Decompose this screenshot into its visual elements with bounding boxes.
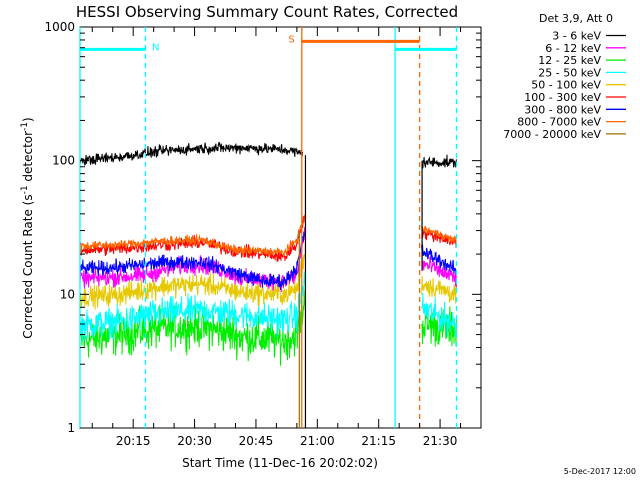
series-line	[421, 244, 457, 275]
legend-label: 300 - 800 keV	[524, 103, 601, 116]
series-line	[80, 290, 306, 366]
series-line	[421, 225, 457, 246]
y-axis-label-mid: detector	[21, 131, 35, 186]
series-line	[80, 141, 304, 166]
x-tick-label: 21:15	[361, 434, 396, 448]
y-axis-label-main: Corrected Count Rate (s	[21, 194, 35, 338]
x-tick-label: 20:30	[177, 434, 212, 448]
x-axis-label: Start Time (11-Dec-16 20:02:02)	[182, 456, 378, 470]
y-tick-label: 100	[52, 154, 75, 168]
legend-label: 6 - 12 keV	[545, 42, 601, 55]
x-tick-label: 21:00	[300, 434, 335, 448]
flag-label: N	[152, 42, 159, 53]
legend-label: 12 - 25 keV	[538, 54, 601, 67]
y-tick-label: 1000	[44, 20, 75, 34]
plot-frame	[79, 26, 482, 429]
y-axis-label-sup2: -1	[20, 122, 30, 131]
x-tick-label: 21:30	[423, 434, 458, 448]
legend-label: 25 - 50 keV	[538, 66, 601, 79]
y-axis-label-end: )	[21, 117, 35, 122]
legend-label: 3 - 6 keV	[552, 30, 601, 43]
series-line	[80, 231, 306, 291]
y-axis-label-sup1: -1	[20, 185, 30, 194]
axes-layer: 1 10 100 1000 20:15 20:30 20:45 21:00 21:15 21:30	[44, 20, 482, 448]
x-tick-label: 20:45	[239, 434, 274, 448]
legend-title: Det 3,9, Att 0	[539, 12, 613, 25]
legend-label: 50 - 100 keV	[531, 79, 601, 92]
plot-area	[79, 26, 482, 429]
y-tick-label: 10	[60, 287, 75, 301]
y-tick-label: 1	[67, 421, 75, 435]
series-line	[421, 293, 457, 337]
series-line	[421, 256, 457, 288]
date-stamp: 5-Dec-2017 12:00	[564, 467, 636, 476]
series-line	[80, 271, 306, 343]
series-line	[80, 214, 306, 257]
data-layer	[80, 141, 457, 428]
y-axis-label: Corrected Count Rate (s-1 detector-1)	[20, 117, 35, 338]
legend-label: 800 - 7000 keV	[517, 116, 601, 129]
flag-label: S	[288, 34, 294, 45]
chart-title: HESSI Observing Summary Count Rates, Cor…	[76, 3, 458, 21]
flag-layer: NS	[79, 27, 458, 428]
series-line	[421, 154, 457, 169]
legend-label: 7000 - 20000 keV	[503, 128, 601, 141]
series-line	[80, 253, 306, 310]
legend-label: 100 - 300 keV	[524, 91, 601, 104]
x-tick-label: 20:15	[116, 434, 151, 448]
series-line	[421, 275, 457, 304]
